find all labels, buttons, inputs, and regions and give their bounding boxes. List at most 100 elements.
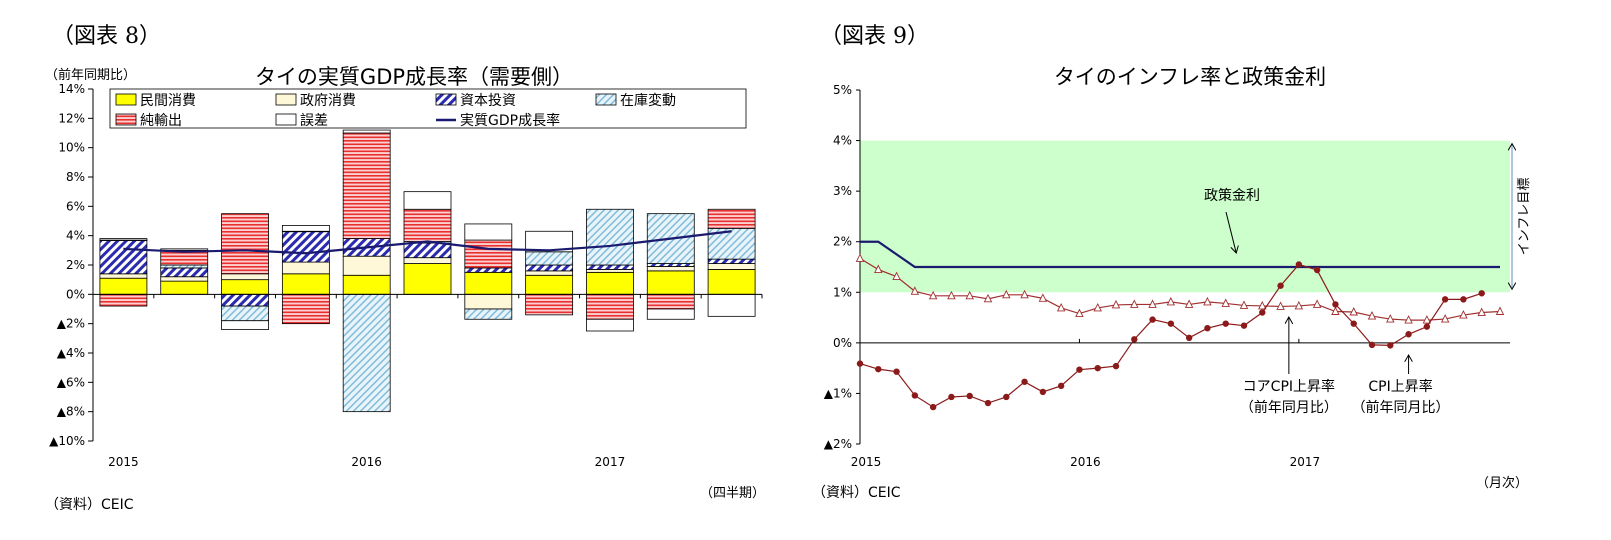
bar-segment (525, 251, 574, 266)
series-point (1076, 366, 1083, 373)
series-point (1368, 341, 1376, 349)
legend-label: 純輸出 (140, 113, 182, 129)
legend-swatch (435, 93, 457, 106)
y-tick-label: 4% (66, 229, 85, 243)
series-point (1276, 301, 1285, 310)
figure-8-label: （図表 8） (52, 24, 161, 49)
bar-segment (221, 305, 269, 322)
series-point (1459, 310, 1468, 319)
legend-label: 資本投資 (460, 93, 516, 109)
bar-segment (464, 308, 513, 320)
chart1-xlabel: （四半期） (700, 486, 766, 501)
series-point (966, 392, 973, 400)
series-point (1313, 266, 1321, 274)
bar-segment (160, 276, 209, 282)
y-tick-label: ▲6% (57, 375, 85, 389)
bar-segment (586, 271, 634, 295)
bar-segment (586, 293, 634, 320)
series-point (1259, 309, 1266, 316)
bar-segment (221, 293, 269, 307)
bar-segment (403, 263, 452, 295)
series-point (1277, 282, 1284, 289)
series-point (1056, 302, 1066, 312)
chart1-legend (109, 88, 747, 129)
series-point (1112, 362, 1120, 370)
series-point (1222, 320, 1229, 327)
y-tick-label: ▲4% (57, 346, 85, 360)
bar-segment (342, 293, 391, 413)
y-tick-label: 2% (833, 235, 852, 249)
x-year-label: 2017 (1290, 455, 1321, 469)
series-point (1057, 382, 1065, 390)
series-point (1367, 311, 1377, 320)
y-tick-label: 2% (66, 258, 85, 272)
legend-label: 誤差 (300, 113, 328, 129)
series-point (1020, 289, 1029, 299)
bar-segment (403, 242, 452, 259)
inflation-target-band (860, 140, 1510, 293)
annotation-cpi: CPI上昇率 (1368, 378, 1432, 395)
bar-segment (707, 268, 756, 295)
y-tick-label: ▲10% (49, 434, 85, 448)
series-point (1294, 300, 1304, 310)
gdp-demand-chart: タイの実質GDP成長率（需要側） 14% 12% 10% 8% 6% 4% 2% 0% ▲2% ▲… (49, 65, 763, 469)
y-tick-label: 1% (833, 285, 852, 299)
series-point (984, 399, 992, 407)
series-point (1331, 306, 1340, 315)
bar-segment (586, 208, 634, 266)
series-point (1387, 342, 1394, 349)
legend-label: 実質GDP成長率 (460, 112, 560, 129)
series-point (1405, 331, 1412, 338)
bar-segment (464, 267, 513, 273)
bar-segment (99, 238, 148, 241)
x-year-label: 2015 (108, 455, 139, 469)
series-point (1131, 336, 1138, 343)
series-point (1093, 302, 1102, 312)
legend-label: 政府消費 (300, 93, 356, 109)
legend-label: 民間消費 (140, 93, 196, 109)
bar-segment (342, 274, 391, 295)
bar-segment (464, 293, 513, 310)
bar-segment (99, 273, 148, 279)
y-tick-label: ▲8% (57, 405, 85, 419)
bar-segment (403, 257, 452, 264)
series-point (1094, 364, 1101, 372)
series-line (859, 257, 1501, 321)
bar-segment (525, 230, 574, 253)
chart2-xlabel: （月次） (1476, 476, 1529, 491)
series-point (1075, 308, 1084, 317)
bar-segment (221, 213, 269, 275)
legend-swatch (275, 113, 297, 126)
annotation-cpi-sub: （前年同月比） (1352, 399, 1450, 416)
bar-segment (707, 263, 756, 270)
bar-segment (525, 274, 574, 295)
bar-segment (342, 129, 391, 134)
series-point (1495, 306, 1505, 315)
series-point (928, 290, 938, 300)
series-point (1148, 299, 1157, 308)
series-point (1021, 378, 1028, 385)
series-point (948, 393, 955, 401)
gdp-growth-line (123, 230, 732, 255)
bar-segment (646, 293, 695, 310)
y-tick-label: 3% (833, 184, 852, 198)
chart1-ylabel: （前年同期比） (45, 68, 137, 83)
series-point (1003, 393, 1010, 401)
bar-segment (221, 273, 269, 281)
series-point (855, 253, 865, 262)
figure-9-label: （図表 9） (820, 24, 929, 49)
chart2-source: （資料）CEIC (812, 485, 901, 501)
bar-segment (281, 261, 330, 275)
bar-segment (160, 264, 209, 269)
legend-swatch (595, 93, 617, 106)
y-tick-label: 12% (58, 111, 85, 125)
series-point (893, 368, 900, 375)
bar-segment (221, 320, 269, 330)
bar-segment (281, 293, 330, 325)
series-point (1295, 261, 1303, 268)
series-point (1185, 334, 1193, 341)
series-point (1460, 296, 1467, 303)
series-point (1350, 320, 1357, 327)
series-point (1422, 315, 1432, 324)
bar-segment (342, 132, 391, 239)
